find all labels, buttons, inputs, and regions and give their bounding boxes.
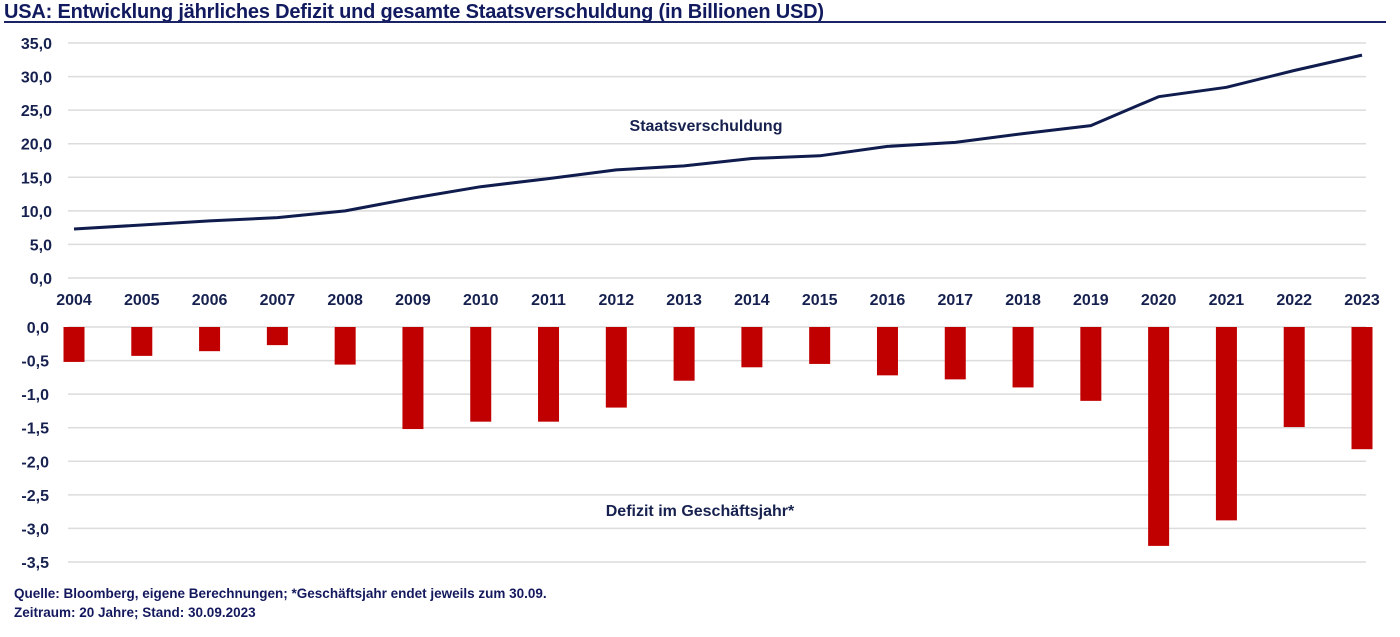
year-tick: 2005 <box>124 292 160 309</box>
debt-line <box>73 53 1363 231</box>
chart-title: USA: Entwicklung jährliches Defizit und … <box>4 1 824 23</box>
deficit-bar <box>1148 327 1170 546</box>
year-tick: 2013 <box>666 292 702 309</box>
deficit-bar <box>470 327 492 422</box>
year-tick: 2023 <box>1344 292 1380 309</box>
deficit-y-tick: -3,5 <box>21 555 49 572</box>
year-tick: 2010 <box>463 292 499 309</box>
year-tick: 2019 <box>1073 292 1109 309</box>
deficit-bar <box>809 327 831 364</box>
debt-y-tick: 15,0 <box>21 170 52 187</box>
deficit-y-tick: -1,5 <box>21 421 49 438</box>
debt-y-tick: 5,0 <box>30 237 52 254</box>
year-tick: 2012 <box>599 292 635 309</box>
deficit-bar <box>605 327 627 408</box>
year-tick: 2014 <box>734 292 770 309</box>
deficit-bars <box>63 327 1373 546</box>
deficit-y-tick: -2,5 <box>21 488 49 505</box>
debt-gridlines <box>68 42 1366 279</box>
deficit-bar <box>1215 327 1237 521</box>
year-tick: 2006 <box>192 292 228 309</box>
deficit-bar <box>944 327 966 380</box>
year-tick: 2007 <box>260 292 296 309</box>
debt-y-tick: 35,0 <box>21 36 52 53</box>
debt-y-tick: 10,0 <box>21 204 52 221</box>
deficit-bar <box>131 327 153 356</box>
deficit-bar <box>1080 327 1102 401</box>
debt-y-tick: 30,0 <box>21 70 52 87</box>
year-tick: 2022 <box>1276 292 1312 309</box>
deficit-bar <box>741 327 763 368</box>
year-axis: 2004 2005 2006 2007 2008 2009 2010 2011 2012 2013… <box>56 292 1380 309</box>
deficit-bar <box>876 327 898 376</box>
deficit-bar <box>199 327 221 352</box>
deficit-bar <box>1351 327 1373 450</box>
debt-y-tick: 25,0 <box>21 103 52 120</box>
debt-series-label: Staatsverschuldung <box>630 118 783 135</box>
debt-y-tick: 0,0 <box>30 271 52 288</box>
deficit-y-tick: -3,0 <box>21 521 49 538</box>
year-tick: 2011 <box>531 292 566 309</box>
footnote-source: Quelle: Bloomberg, eigene Berechnungen; … <box>14 586 547 601</box>
deficit-bar <box>538 327 560 422</box>
year-tick: 2015 <box>802 292 838 309</box>
deficit-y-tick: -1,0 <box>21 387 49 404</box>
deficit-bar <box>266 327 288 346</box>
deficit-bar <box>673 327 695 381</box>
deficit-y-tick: -2,0 <box>21 454 49 471</box>
deficit-series-label: Defizit im Geschäftsjahr* <box>606 503 795 520</box>
deficit-gridlines <box>68 326 1366 563</box>
debt-y-axis: 35,0 30,0 25,0 20,0 15,0 10,0 5,0 0,0 <box>21 36 52 288</box>
year-tick: 2004 <box>56 292 92 309</box>
deficit-bar <box>63 327 85 362</box>
year-tick: 2021 <box>1209 292 1245 309</box>
deficit-y-tick: -0,5 <box>21 354 49 371</box>
year-tick: 2009 <box>395 292 431 309</box>
year-tick: 2020 <box>1141 292 1177 309</box>
deficit-y-axis: 0,0 -0,5 -1,0 -1,5 -2,0 -2,5 -3,0 -3,5 <box>21 320 49 572</box>
deficit-bar <box>402 327 424 430</box>
deficit-y-tick: 0,0 <box>27 320 49 337</box>
year-tick: 2008 <box>327 292 363 309</box>
year-tick: 2016 <box>870 292 906 309</box>
title-underline <box>4 21 1386 23</box>
deficit-bar <box>1012 327 1034 388</box>
deficit-bar <box>334 327 356 365</box>
year-tick: 2017 <box>937 292 973 309</box>
debt-y-tick: 20,0 <box>21 137 52 154</box>
footnote-period: Zeitraum: 20 Jahre; Stand: 30.09.2023 <box>14 605 256 620</box>
deficit-bar <box>1283 327 1305 428</box>
year-tick: 2018 <box>1005 292 1041 309</box>
